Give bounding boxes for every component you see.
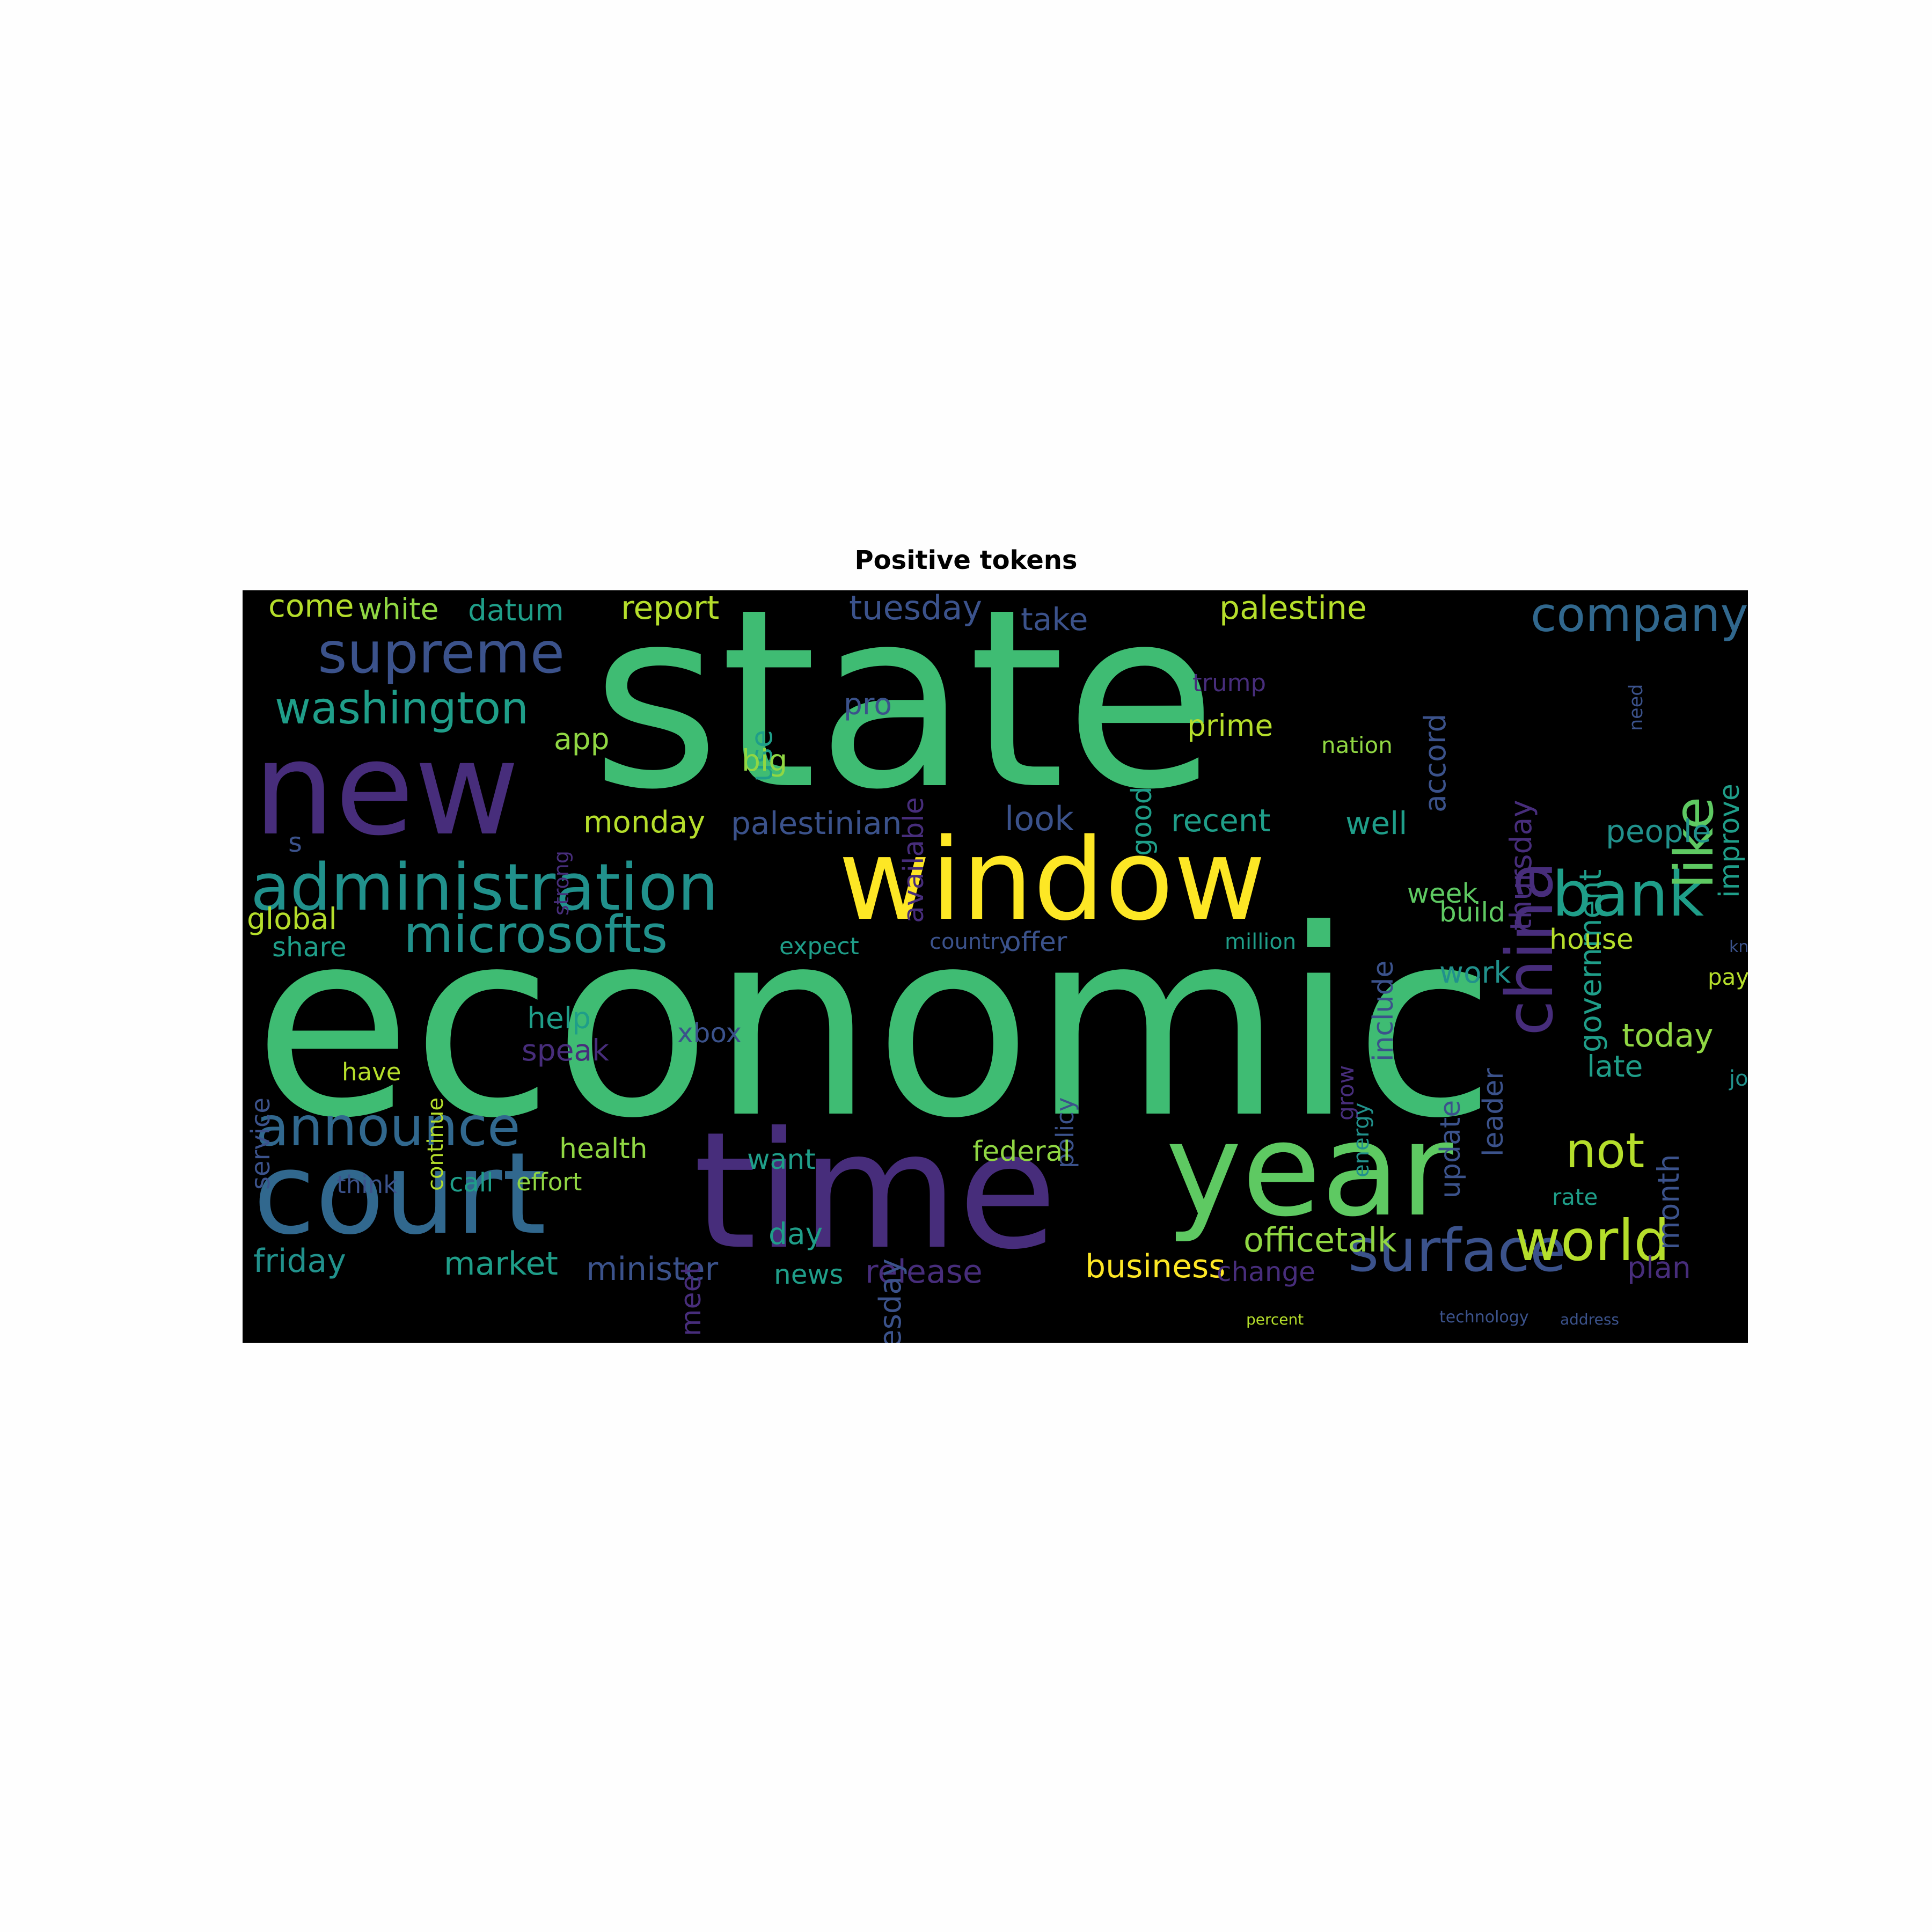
- word-officetalk: officetalk: [1243, 1220, 1397, 1260]
- word-job: job: [1729, 1066, 1748, 1091]
- word-look: look: [1005, 799, 1074, 838]
- word-business: business: [1085, 1248, 1226, 1285]
- word-know: know: [1729, 938, 1748, 956]
- word-market: market: [444, 1245, 558, 1283]
- word-late: late: [1587, 1049, 1643, 1084]
- word-rate: rate: [1552, 1184, 1598, 1210]
- word-percent: percent: [1246, 1311, 1304, 1328]
- chart-title: Positive tokens: [854, 545, 1078, 575]
- word-help: help: [527, 1001, 591, 1035]
- word-new: new: [253, 714, 520, 864]
- word-address: address: [1560, 1311, 1620, 1328]
- word-need: need: [1626, 684, 1647, 731]
- word-improve: improve: [1714, 784, 1746, 898]
- word-report: report: [621, 590, 720, 627]
- word-come: come: [268, 590, 354, 624]
- word-energy: energy: [1349, 1102, 1374, 1177]
- word-not: not: [1565, 1123, 1645, 1179]
- word-pay: pay: [1708, 964, 1748, 990]
- word-work: work: [1439, 955, 1511, 990]
- word-continue: continue: [423, 1097, 448, 1191]
- word-friday: friday: [253, 1242, 346, 1280]
- word-world: world: [1514, 1208, 1670, 1274]
- word-million: million: [1225, 930, 1297, 954]
- word-good: good: [1126, 786, 1158, 856]
- word-effort: effort: [516, 1168, 582, 1196]
- word-economic: economic: [253, 875, 1496, 1175]
- word-washington: washington: [275, 683, 529, 734]
- word-app: app: [554, 722, 610, 756]
- word-update: update: [1435, 1100, 1467, 1198]
- word-technology: technology: [1439, 1308, 1529, 1327]
- word-tuesday: tuesday: [849, 590, 983, 627]
- word-take: take: [1021, 601, 1088, 638]
- word-white: white: [358, 592, 439, 626]
- word-month: month: [1651, 1154, 1686, 1250]
- word-today: today: [1622, 1017, 1714, 1055]
- word-leader: leader: [1477, 1068, 1510, 1157]
- word-call: call: [449, 1168, 494, 1198]
- word-bank: bank: [1552, 859, 1704, 931]
- word-accord: accord: [1418, 713, 1452, 813]
- word-global: global: [247, 902, 337, 936]
- word-supreme: supreme: [318, 620, 565, 686]
- word-think: think: [336, 1170, 398, 1199]
- word-people: people: [1606, 813, 1711, 850]
- word-trump: trump: [1192, 669, 1267, 697]
- word-pro: pro: [844, 687, 892, 721]
- word-surface: surface: [1348, 1216, 1567, 1285]
- word-datum: datum: [468, 593, 564, 627]
- word-microsofts: microsofts: [404, 905, 668, 964]
- word-court: court: [253, 1128, 546, 1260]
- word-house: house: [1549, 924, 1634, 956]
- word-release: release: [865, 1253, 983, 1291]
- word-government: government: [1574, 869, 1608, 1052]
- word-time: time: [693, 1097, 1057, 1285]
- word-available: available: [898, 797, 930, 923]
- word-cloud: economic state window time new year cour…: [243, 590, 1748, 1343]
- word-service: service: [246, 1097, 276, 1190]
- word-share: share: [272, 932, 347, 963]
- word-wednesday: wednesday: [873, 1258, 908, 1343]
- word-health: health: [559, 1133, 648, 1165]
- word-nation: nation: [1321, 732, 1393, 758]
- word-announce: announce: [256, 1095, 521, 1158]
- word-strong: strong: [550, 851, 573, 916]
- word-include: include: [1367, 960, 1400, 1062]
- word-minister: minister: [586, 1250, 719, 1288]
- word-monday: monday: [583, 805, 706, 840]
- word-prime: prime: [1187, 708, 1274, 743]
- word-palestine: palestine: [1219, 590, 1367, 627]
- word-change: change: [1217, 1256, 1316, 1287]
- word-news: news: [774, 1259, 844, 1290]
- word-federal: federal: [972, 1136, 1071, 1168]
- word-palestinian: palestinian: [731, 805, 902, 841]
- word-week: week: [1407, 878, 1478, 909]
- word-build: build: [1439, 897, 1505, 928]
- word-big: big: [742, 743, 788, 778]
- word-thursday: thursday: [1504, 800, 1538, 931]
- word-have: have: [342, 1058, 401, 1086]
- word-well: well: [1345, 805, 1408, 841]
- word-window: window: [838, 814, 1266, 946]
- word-speak: speak: [522, 1033, 609, 1067]
- word-company: company: [1531, 590, 1748, 642]
- word-administration: administration: [251, 851, 719, 925]
- word-s: s: [288, 827, 303, 858]
- word-country: country: [930, 930, 1012, 954]
- word-expect: expect: [779, 933, 859, 960]
- word-year: year: [1166, 1095, 1453, 1245]
- word-offer: offer: [1005, 926, 1067, 957]
- word-xbox: xbox: [677, 1018, 742, 1049]
- word-recent: recent: [1171, 802, 1271, 839]
- word-state: state: [591, 590, 1217, 844]
- word-plan: plan: [1627, 1250, 1691, 1285]
- word-meet: meet: [675, 1263, 707, 1336]
- word-want: want: [747, 1144, 816, 1176]
- word-day: day: [769, 1217, 823, 1251]
